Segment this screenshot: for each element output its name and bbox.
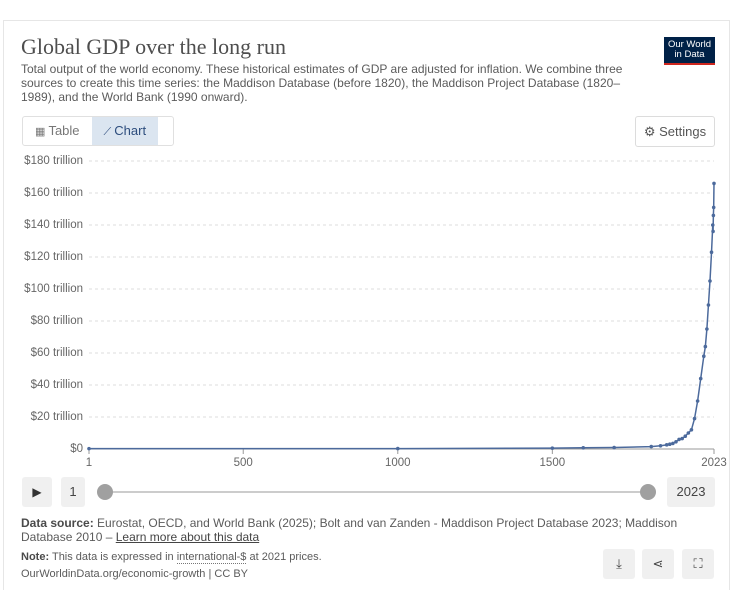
point xyxy=(671,441,675,446)
logo[interactable]: Our World in Data xyxy=(664,37,715,65)
fullscreen-button[interactable]: ⛶ xyxy=(682,549,714,579)
y-tick-label: $60 trillion xyxy=(31,347,83,359)
point xyxy=(701,354,706,359)
point xyxy=(581,446,586,450)
point xyxy=(710,223,715,227)
settings-button[interactable]: ⚙ Settings xyxy=(635,116,715,147)
point xyxy=(711,205,716,210)
note-text: at 2021 prices. xyxy=(249,551,322,563)
url: OurWorldinData.org/economic-growth | CC … xyxy=(21,568,249,580)
card xyxy=(3,20,730,590)
point xyxy=(683,434,688,439)
play-button[interactable]: ▶ xyxy=(22,477,52,507)
y-tick-label: $40 trillion xyxy=(31,379,83,391)
point xyxy=(708,279,712,283)
point xyxy=(664,443,669,447)
point xyxy=(711,213,716,218)
point xyxy=(705,327,709,331)
y-tick-label: $160 trillion xyxy=(24,187,83,199)
point xyxy=(677,437,681,442)
y-tick-label: $20 trillion xyxy=(31,411,83,423)
source-text: Eurostat, OECD, and World Bank (2025); B… xyxy=(21,516,678,544)
x-tick-label: 500 xyxy=(234,457,253,469)
tab-label: Table xyxy=(48,123,80,138)
point xyxy=(703,344,708,349)
tab-label: Chart xyxy=(114,123,147,138)
point xyxy=(550,446,555,450)
y-tick-label: $120 trillion xyxy=(24,251,83,263)
y-tick-label: $140 trillion xyxy=(24,219,83,231)
x-tick-label: 1 xyxy=(86,457,92,469)
x-tick-label: 2023 xyxy=(701,457,727,469)
share-button[interactable]: ⋖ xyxy=(642,549,674,579)
source-label: Data source: xyxy=(21,516,94,530)
point xyxy=(658,444,663,448)
y-tick-label: $180 trillion xyxy=(24,155,83,167)
timeline-end[interactable]: 2023 xyxy=(667,477,715,507)
point xyxy=(649,444,654,449)
point xyxy=(706,303,711,307)
logo-line: in Data xyxy=(674,49,705,60)
settings-label: Settings xyxy=(659,124,707,139)
x-tick-label: 1000 xyxy=(385,457,411,469)
point xyxy=(698,376,703,381)
tabs: ▦ Table ⟋ Chart xyxy=(22,116,174,146)
point xyxy=(712,181,716,186)
timeline-handle[interactable] xyxy=(640,484,656,500)
note-label: Note: xyxy=(21,551,50,563)
source: Data source: Eurostat, OECD, and World B… xyxy=(21,516,681,544)
point xyxy=(87,446,91,451)
chart-tab[interactable]: ⟋ Chart xyxy=(91,117,159,145)
point xyxy=(686,431,691,435)
point xyxy=(395,446,400,451)
y-tick-label: $0 xyxy=(70,443,83,455)
x-tick-label: 1500 xyxy=(540,457,566,469)
timeline-track xyxy=(104,491,649,493)
y-tick-label: $80 trillion xyxy=(31,315,83,327)
point xyxy=(692,416,697,421)
learn-more-link[interactable]: Learn more about this data xyxy=(115,530,260,544)
timeline-handle[interactable] xyxy=(97,484,113,500)
table-tab[interactable]: ▦ Table xyxy=(35,123,80,138)
logo-line: Our World xyxy=(667,39,712,50)
point xyxy=(674,440,678,444)
download-button[interactable]: ⤓ xyxy=(603,549,635,579)
point xyxy=(689,428,694,432)
note: Note: This data is expressed in internat… xyxy=(21,550,322,564)
point xyxy=(612,445,616,450)
line xyxy=(88,183,715,450)
note-link[interactable]: international-$ xyxy=(176,551,247,564)
point xyxy=(711,229,715,234)
point xyxy=(680,436,684,441)
timeline-start[interactable]: 1 xyxy=(61,477,85,507)
subtitle: Total output of the world economy. These… xyxy=(21,62,623,104)
title: Global GDP over the long run xyxy=(21,34,286,59)
note-text: This data is expressed in xyxy=(51,551,174,563)
point xyxy=(695,399,700,403)
point xyxy=(709,250,714,254)
point xyxy=(667,442,672,447)
y-tick-label: $100 trillion xyxy=(24,283,83,295)
